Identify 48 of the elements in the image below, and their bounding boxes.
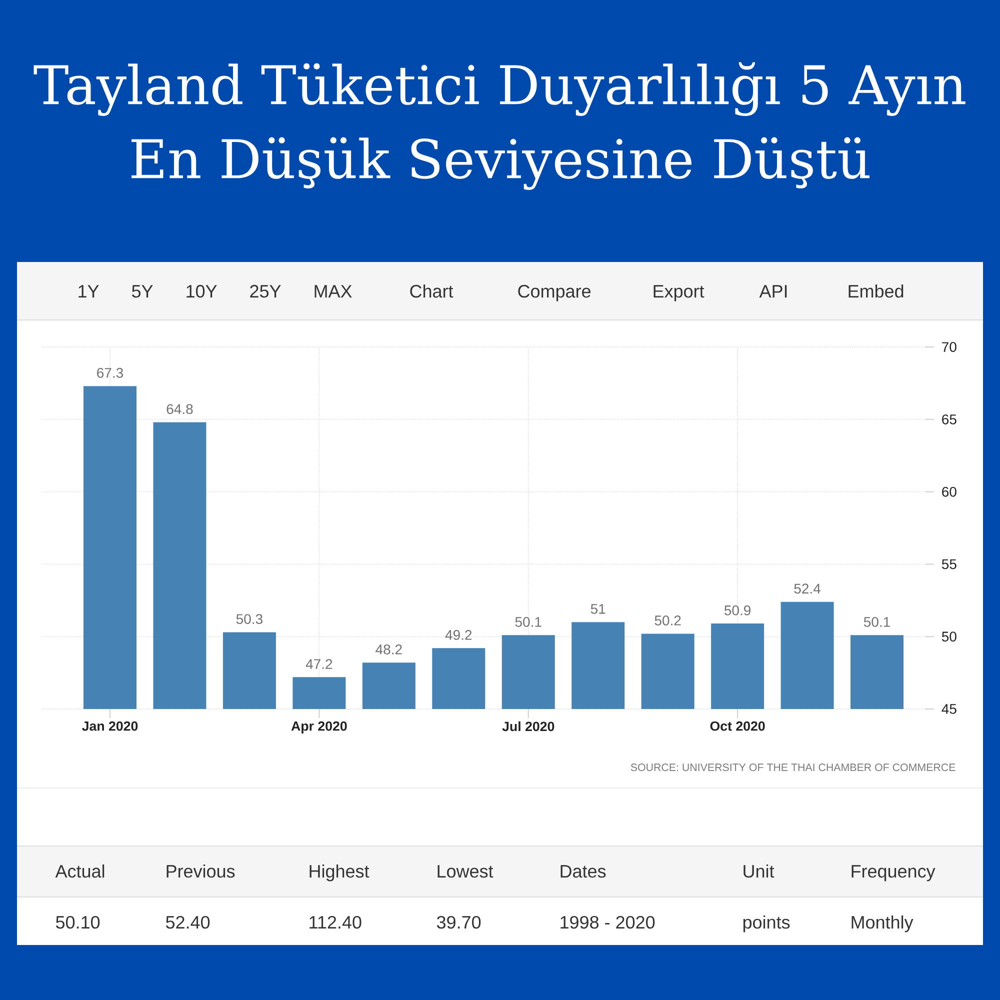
x-tick-label: Apr 2020: [291, 721, 347, 734]
data-label: 64.8: [166, 404, 193, 414]
text: Lowest: [438, 865, 494, 878]
text: 1Y: [78, 285, 99, 298]
data-label: 52.4: [794, 584, 820, 594]
data-label: 49.2: [445, 630, 472, 640]
source-note: SOURCE: UNIVERSITY OF THE THAI CHAMBER OF COMMERCE: [630, 764, 956, 772]
y-tick-label: 55: [942, 559, 956, 570]
data-label: 48.2: [376, 644, 402, 654]
data-label: 50.1: [864, 616, 890, 627]
y-tick-label: 70: [942, 342, 956, 352]
text: Dates: [560, 865, 606, 878]
text: Compare: [518, 284, 590, 302]
text: Unit: [744, 864, 774, 878]
text: Chart: [410, 284, 454, 298]
text: 112.40: [310, 916, 362, 929]
y-tick-label: 45: [942, 704, 956, 714]
text: Export: [654, 285, 704, 302]
text: Actual: [55, 864, 104, 878]
text: 50.10: [56, 916, 100, 929]
text: 39.70: [436, 916, 481, 929]
y-tick-label: 50: [942, 632, 956, 642]
text: points: [743, 915, 790, 932]
data-label: 47.2: [306, 659, 332, 669]
text: 5Y: [132, 285, 153, 298]
text: Frequency: [852, 865, 936, 882]
data-label: 50.1: [515, 616, 542, 627]
x-tick-label: Jan 2020: [82, 721, 138, 731]
data-label: 50.2: [654, 616, 681, 626]
x-tick-label: Jul 2020: [502, 721, 554, 732]
y-tick-label: 65: [942, 414, 956, 424]
text: Embed: [848, 284, 904, 298]
text: 25Y: [250, 284, 281, 298]
chart-title: Tayland Tüketici Duyarlılığı 5 Ayın En Düşük Seviyesine Düştü: [34, 62, 966, 190]
data-label: 67.3: [97, 368, 124, 378]
text: 10Y: [186, 284, 217, 298]
text: 1998 - 2020: [560, 916, 655, 929]
text: Monthly: [852, 915, 914, 932]
data-label: 50.9: [724, 605, 750, 616]
data-label: 51: [590, 604, 606, 614]
data-label: 50.3: [236, 614, 262, 624]
text: Previous: [166, 864, 235, 878]
text: Highest: [310, 864, 370, 882]
text: API: [759, 285, 787, 298]
text: MAX: [314, 285, 352, 298]
text: 52.40: [166, 916, 210, 929]
x-tick-label: Oct 2020: [710, 721, 765, 731]
y-tick-label: 60: [942, 486, 956, 497]
